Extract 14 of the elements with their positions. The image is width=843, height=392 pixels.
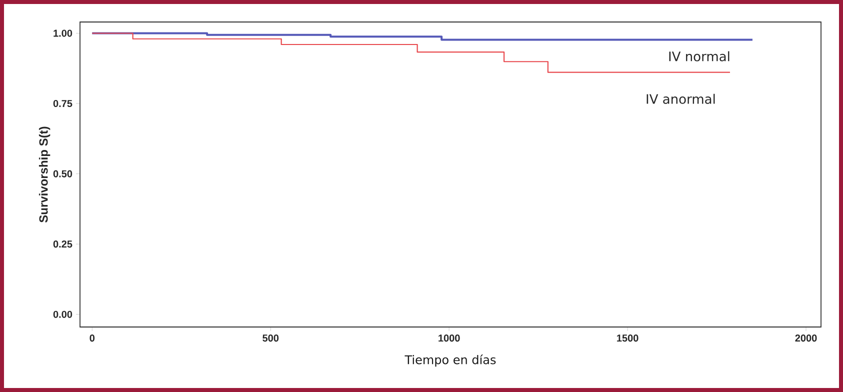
series-label: IV normal (669, 51, 730, 62)
y-axis-title: Survivorship S(t) (38, 126, 50, 222)
y-tick-label: 1.00 (54, 30, 72, 37)
y-tick-label: 0.00 (53, 310, 72, 318)
y-tick-label: 0.75 (53, 100, 72, 108)
series-label: IV anormal (646, 94, 715, 104)
y-tick-label: 0.25 (53, 240, 72, 248)
y-tick-label: 0.50 (53, 170, 72, 178)
x-axis-title: Tiempo en días (404, 354, 496, 367)
x-tick-label: 500 (262, 334, 279, 342)
x-tick-label: 1500 (617, 334, 638, 342)
x-tick-label: 0 (90, 334, 95, 342)
x-tick-label: 2000 (795, 334, 817, 342)
x-tick-label: 1000 (438, 334, 460, 342)
